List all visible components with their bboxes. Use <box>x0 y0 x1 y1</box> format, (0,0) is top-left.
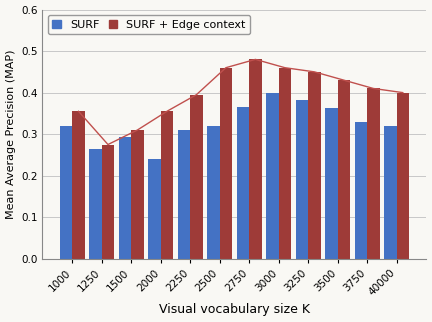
Bar <box>384 126 397 259</box>
Bar <box>279 68 291 259</box>
Bar <box>148 159 161 259</box>
Bar <box>102 145 114 259</box>
Bar <box>161 111 173 259</box>
Bar <box>367 89 379 259</box>
Bar <box>60 126 72 259</box>
Bar <box>397 93 409 259</box>
Bar <box>296 100 308 259</box>
Bar <box>178 130 190 259</box>
Bar <box>237 107 249 259</box>
Y-axis label: Mean Average Precision (MAP): Mean Average Precision (MAP) <box>6 49 16 219</box>
Bar <box>89 149 102 259</box>
Bar <box>119 137 131 259</box>
Legend: SURF, SURF + Edge context: SURF, SURF + Edge context <box>48 15 250 34</box>
Bar <box>266 93 279 259</box>
Bar <box>72 111 85 259</box>
Bar <box>325 108 338 259</box>
Bar <box>131 130 144 259</box>
Bar <box>207 126 220 259</box>
X-axis label: Visual vocabulary size K: Visual vocabulary size K <box>159 303 310 317</box>
Bar <box>220 68 232 259</box>
Bar <box>308 72 321 259</box>
Bar <box>355 122 367 259</box>
Bar <box>190 95 203 259</box>
Bar <box>249 59 262 259</box>
Bar <box>338 80 350 259</box>
